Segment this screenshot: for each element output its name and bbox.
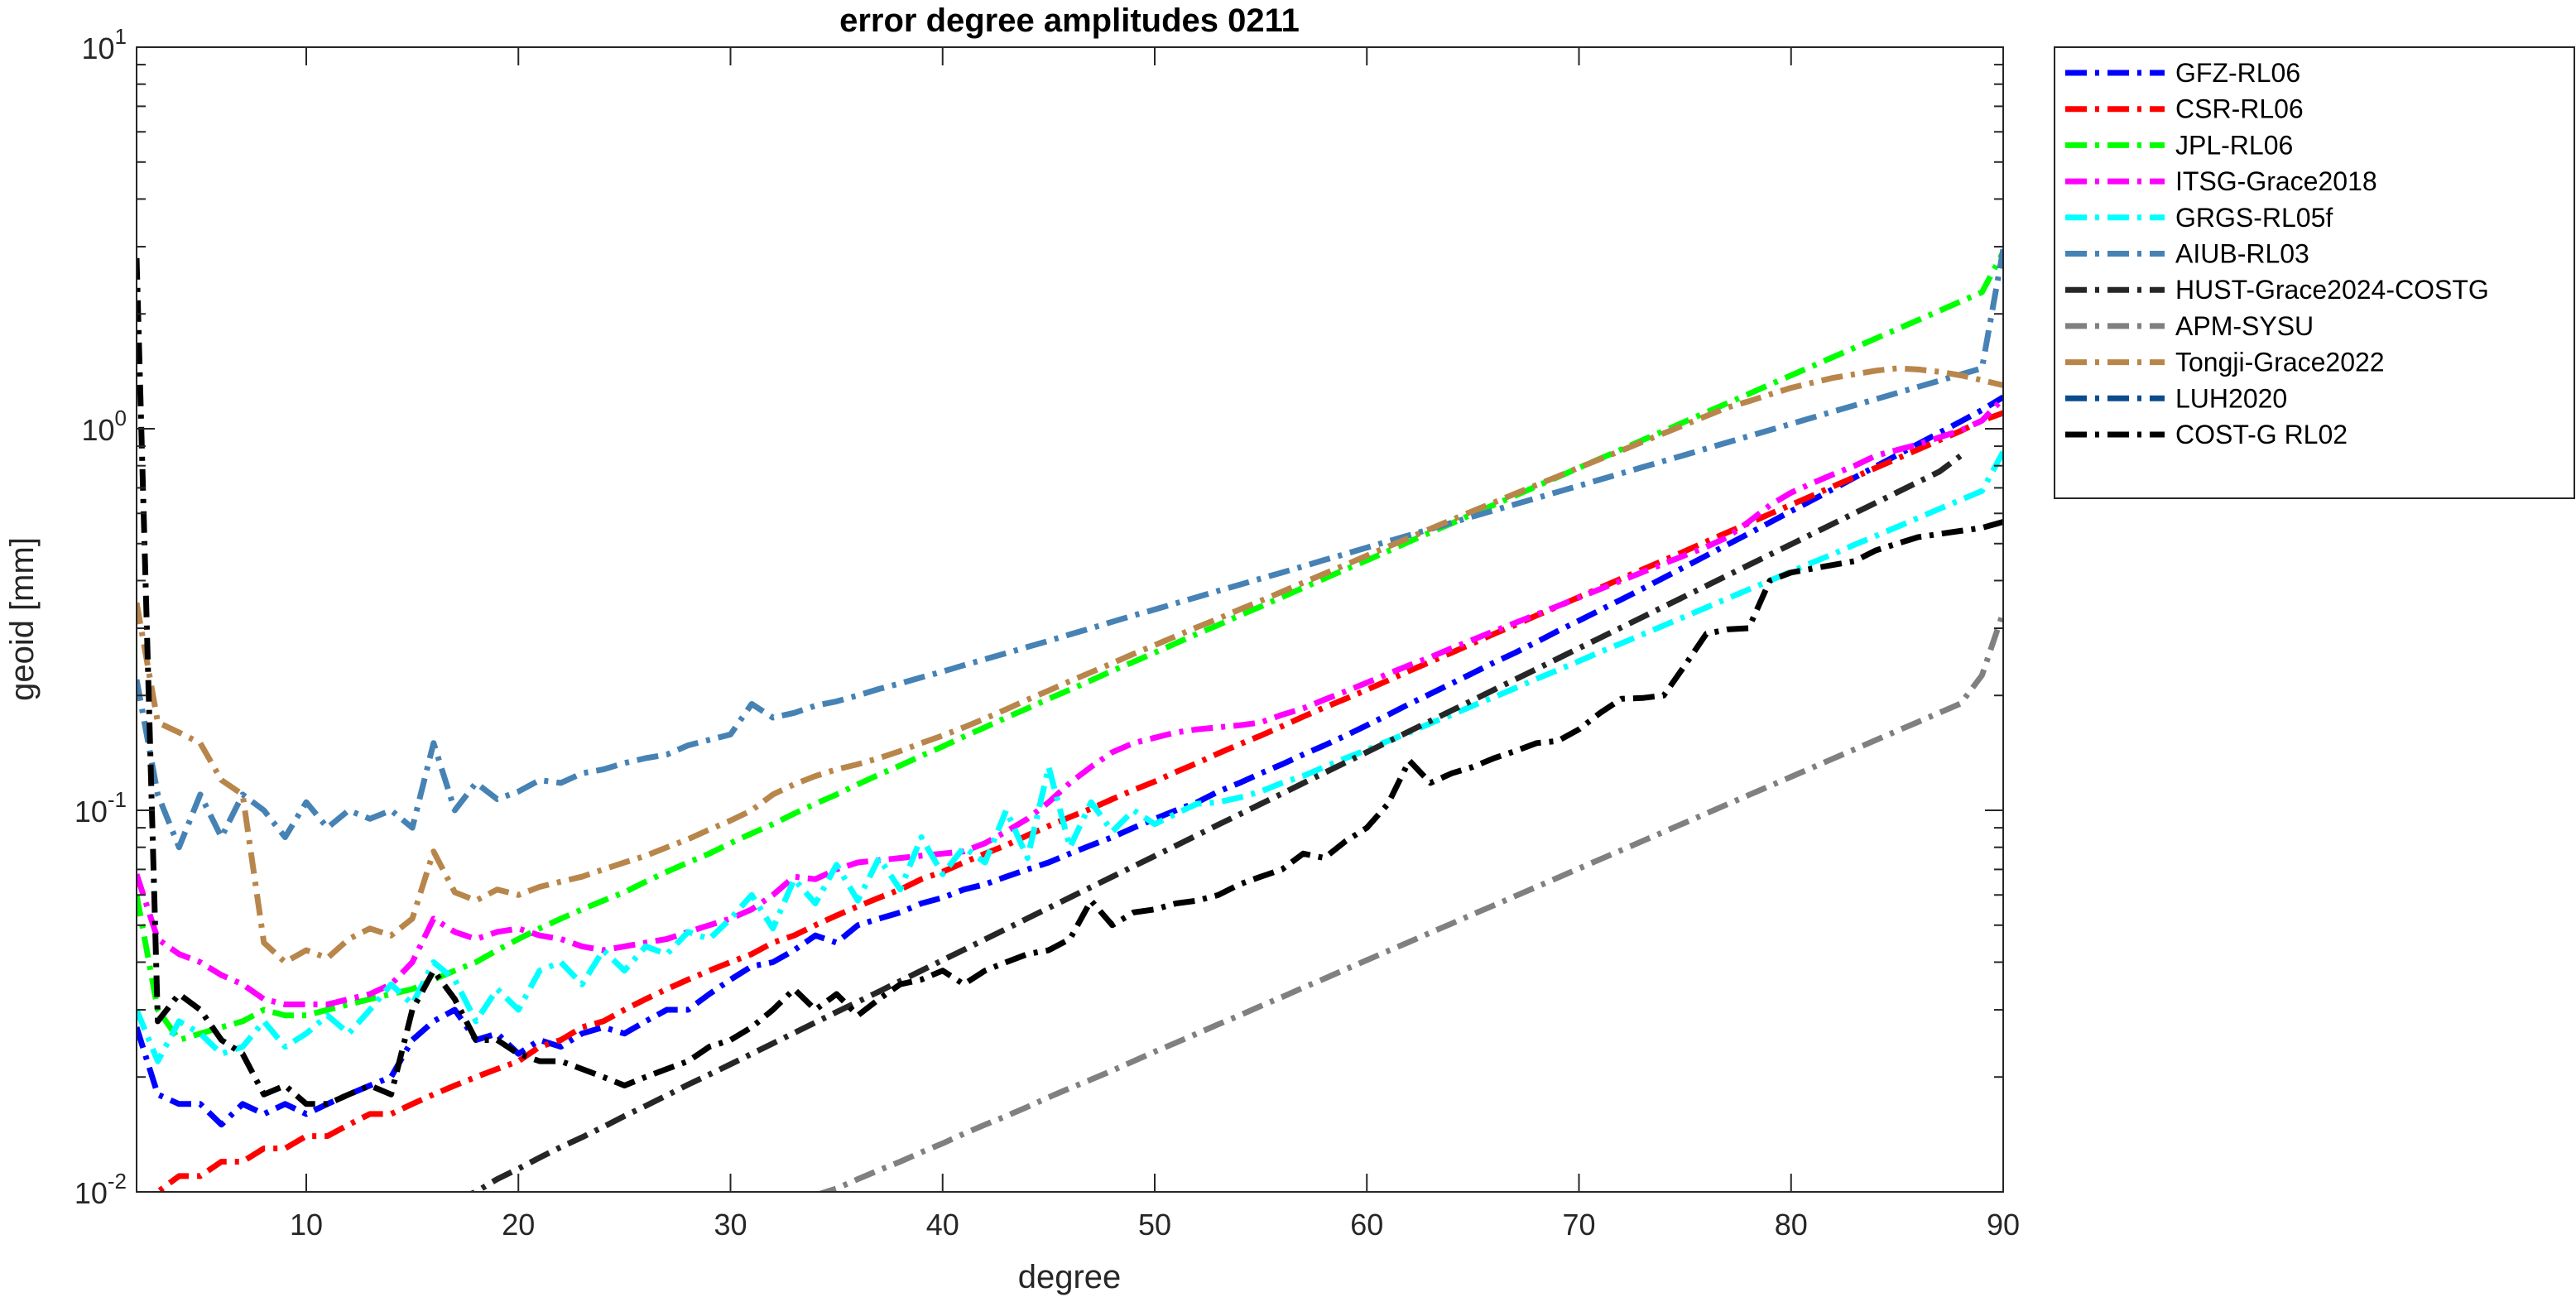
series-line-apm-sysu [816,611,2003,1192]
legend-label: LUH2020 [2175,383,2287,413]
legend-label: GFZ-RL06 [2175,58,2300,88]
x-tick-label: 90 [1987,1208,2020,1242]
legend-box [2054,46,2575,499]
axis-ticks: 10 20 30 40 50 60 70 80 90 10-2 10-1 100 101 [74,24,2020,1242]
y-tick-label: 100 [81,406,127,447]
legend: GFZ-RL06 CSR-RL06 JPL-RL06 ITSG-Grace2018 GR… [2054,46,2575,499]
legend-label: JPL-RL06 [2175,130,2293,160]
plot-frame [136,46,2004,1193]
y-axis-label: geoid [mm] [4,537,41,701]
legend-label: APM-SYSU [2175,311,2314,341]
legend-label: Tongji-Grace2022 [2175,348,2385,377]
legend-label: GRGS-RL05f [2175,203,2333,233]
x-tick-label: 20 [502,1208,535,1242]
x-tick-label: 30 [714,1208,747,1242]
y-tick-label: 10-1 [74,787,127,829]
series-line-gfz-rl06 [137,394,2003,1128]
legend-label: AIUB-RL03 [2175,239,2309,269]
x-tick-label: 60 [1350,1208,1383,1242]
y-tick-label: 10-2 [74,1169,127,1210]
series-line-aiub-rl03 [137,248,2003,851]
x-tick-label: 10 [290,1208,323,1242]
series-line-grgs-rl05f [137,450,2003,1064]
series-line-tongji-grace2022 [137,365,2003,965]
y-tick-label: 101 [81,24,127,65]
x-axis-label: degree [1018,1259,1122,1295]
x-tick-label: 40 [926,1208,959,1242]
series-line-csr-rl06 [153,410,2003,1192]
legend-label: CSR-RL06 [2175,94,2304,124]
legend-label: ITSG-Grace2018 [2175,166,2377,196]
plot-area [137,47,2003,1192]
series-line-hust-grace2024-costg [468,453,1963,1192]
chart-title: error degree amplitudes 0211 [839,2,1300,39]
legend-label: COST-G RL02 [2175,420,2348,449]
series-line-cost-g-rl02 [137,257,2003,1107]
x-tick-label: 80 [1775,1208,1808,1242]
series-lines [137,248,2003,1192]
x-tick-label: 50 [1138,1208,1171,1242]
legend-label: HUST-Grace2024-COSTG [2175,275,2489,305]
x-tick-label: 70 [1562,1208,1595,1242]
